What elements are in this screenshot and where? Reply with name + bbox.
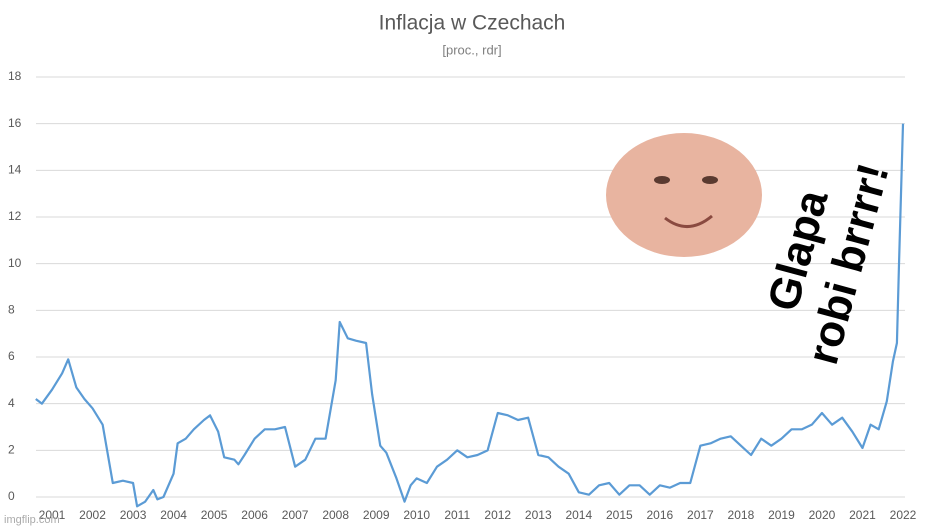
watermark: imgflip.com: [4, 514, 60, 526]
y-tick-label: 10: [8, 256, 22, 270]
y-tick-label: 6: [8, 349, 15, 363]
chart-subtitle: [proc., rdr]: [442, 42, 501, 57]
y-tick-label: 2: [8, 443, 15, 457]
x-tick-label: 2006: [241, 508, 268, 522]
y-tick-label: 14: [8, 163, 22, 177]
face-eye: [654, 176, 670, 184]
x-tick-label: 2003: [120, 508, 147, 522]
x-tick-label: 2008: [322, 508, 349, 522]
x-tick-label: 2019: [768, 508, 795, 522]
x-tick-label: 2012: [484, 508, 511, 522]
x-tick-label: 2022: [890, 508, 917, 522]
y-tick-label: 8: [8, 303, 15, 317]
y-tick-label: 16: [8, 116, 22, 130]
data-line: [35, 123, 905, 508]
x-tick-label: 2001: [39, 508, 66, 522]
face-smile: [664, 214, 713, 228]
x-tick-label: 2018: [728, 508, 755, 522]
x-tick-label: 2005: [201, 508, 228, 522]
x-tick-label: 2004: [160, 508, 187, 522]
x-tick-label: 2017: [687, 508, 714, 522]
x-tick-label: 2021: [849, 508, 876, 522]
x-tick-label: 2015: [606, 508, 633, 522]
x-tick-label: 2007: [282, 508, 309, 522]
face-head: [606, 133, 762, 257]
y-tick-label: 0: [8, 489, 15, 503]
x-tick-label: 2014: [565, 508, 592, 522]
x-tick-label: 2010: [403, 508, 430, 522]
x-tick-label: 2002: [79, 508, 106, 522]
x-tick-label: 2016: [647, 508, 674, 522]
chart-title: Inflacja w Czechach: [379, 12, 566, 35]
x-tick-label: 2020: [809, 508, 836, 522]
face-eye: [702, 176, 718, 184]
y-tick-label: 18: [8, 69, 22, 83]
face: [606, 133, 762, 257]
x-tick-label: 2011: [444, 508, 470, 522]
y-tick-label: 4: [8, 396, 15, 410]
x-tick-label: 2013: [525, 508, 552, 522]
plot-area: 0 2 4 6 8 10 12 14 16 18 2001 2002 2003 2004 2005 2006 2…: [8, 69, 917, 522]
y-tick-label: 12: [8, 209, 22, 223]
x-tick-label: 2009: [363, 508, 390, 522]
